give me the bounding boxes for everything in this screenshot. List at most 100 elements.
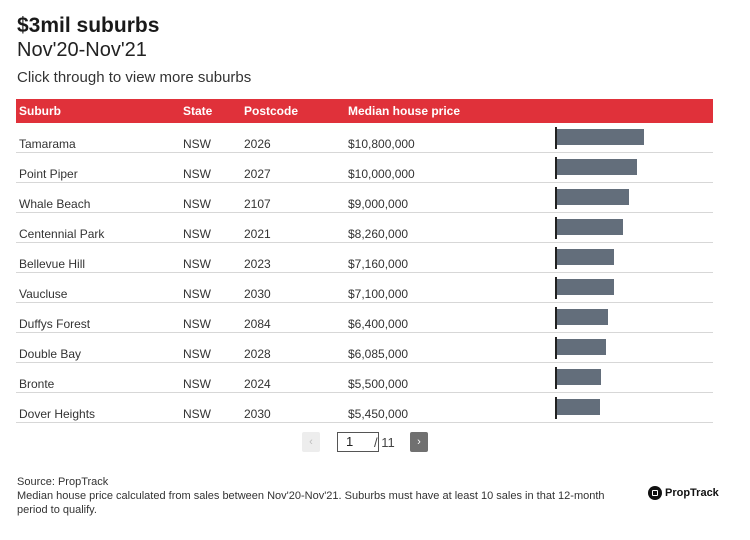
price-bar-cell	[555, 397, 705, 419]
median-price-cell: $10,800,000	[348, 137, 415, 151]
state-cell: NSW	[183, 347, 211, 361]
price-bar-cell	[555, 337, 705, 359]
suburb-cell: Whale Beach	[19, 197, 91, 211]
pagination: ‹ 1 / 11 ›	[0, 432, 750, 454]
previous-page-button[interactable]: ‹	[302, 432, 320, 452]
suburb-table: Suburb State Postcode Median house price…	[16, 99, 713, 423]
suburb-cell: Tamarama	[19, 137, 76, 151]
bar-baseline	[555, 337, 557, 359]
suburb-cell: Point Piper	[19, 167, 78, 181]
postcode-cell: 2084	[244, 317, 271, 331]
state-cell: NSW	[183, 227, 211, 241]
table-row: Point Piper NSW 2027 $10,000,000	[16, 153, 713, 183]
table-row: Vaucluse NSW 2030 $7,100,000	[16, 273, 713, 303]
median-price-cell: $6,400,000	[348, 317, 409, 331]
chart-title: $3mil suburbs	[17, 14, 160, 37]
state-cell: NSW	[183, 287, 211, 301]
price-bar-cell	[555, 217, 705, 239]
median-price-cell: $6,085,000	[348, 347, 409, 361]
state-cell: NSW	[183, 407, 211, 421]
postcode-cell: 2023	[244, 257, 271, 271]
suburb-cell: Double Bay	[19, 347, 82, 361]
median-price-cell: $7,100,000	[348, 287, 409, 301]
median-price-cell: $9,000,000	[348, 197, 409, 211]
bar-baseline	[555, 277, 557, 299]
column-header-median-price[interactable]: Median house price	[348, 104, 461, 118]
bar-baseline	[555, 247, 557, 269]
price-bar	[556, 189, 629, 205]
price-bar-cell	[555, 127, 705, 149]
price-bar	[556, 219, 623, 235]
table-row: Centennial Park NSW 2021 $8,260,000	[16, 213, 713, 243]
proptrack-logo-text: PropTrack	[665, 487, 719, 499]
next-page-button[interactable]: ›	[410, 432, 428, 452]
chart-subtitle: Nov'20-Nov'21	[17, 39, 147, 61]
price-bar	[556, 339, 606, 355]
postcode-cell: 2021	[244, 227, 271, 241]
price-bar	[556, 249, 614, 265]
bar-baseline	[555, 367, 557, 389]
suburb-cell: Bronte	[19, 377, 55, 391]
methodology-note: Median house price calculated from sales…	[17, 490, 605, 516]
price-bar	[556, 279, 614, 295]
table-row: Tamarama NSW 2026 $10,800,000	[16, 123, 713, 153]
column-header-state[interactable]: State	[183, 104, 213, 118]
proptrack-logo: PropTrack	[648, 485, 719, 501]
bar-baseline	[555, 397, 557, 419]
state-cell: NSW	[183, 167, 211, 181]
proptrack-logo-icon	[648, 486, 662, 500]
median-price-cell: $10,000,000	[348, 167, 415, 181]
footer-notes: Source: PropTrack Median house price cal…	[17, 475, 627, 517]
postcode-cell: 2026	[244, 137, 271, 151]
postcode-cell: 2028	[244, 347, 271, 361]
median-price-cell: $5,450,000	[348, 407, 409, 421]
chart-description: Click through to view more suburbs	[17, 69, 252, 86]
state-cell: NSW	[183, 257, 211, 271]
source-text: Source: PropTrack	[17, 476, 109, 488]
column-header-suburb[interactable]: Suburb	[19, 104, 61, 118]
table-row: Double Bay NSW 2028 $6,085,000	[16, 333, 713, 363]
table-row: Bronte NSW 2024 $5,500,000	[16, 363, 713, 393]
table-row: Duffys Forest NSW 2084 $6,400,000	[16, 303, 713, 333]
median-price-cell: $5,500,000	[348, 377, 409, 391]
state-cell: NSW	[183, 377, 211, 391]
price-bar	[556, 369, 601, 385]
median-price-cell: $7,160,000	[348, 257, 409, 271]
table-row: Bellevue Hill NSW 2023 $7,160,000	[16, 243, 713, 273]
suburb-cell: Duffys Forest	[19, 317, 91, 331]
price-bar	[556, 129, 644, 145]
price-bar-cell	[555, 157, 705, 179]
page-total-label: / 11	[374, 435, 395, 450]
column-header-postcode[interactable]: Postcode	[244, 104, 299, 118]
state-cell: NSW	[183, 137, 211, 151]
bar-baseline	[555, 157, 557, 179]
price-bar	[556, 159, 637, 175]
price-bar-cell	[555, 367, 705, 389]
suburb-cell: Vaucluse	[19, 287, 68, 301]
price-bar	[556, 309, 608, 325]
price-bar-cell	[555, 247, 705, 269]
state-cell: NSW	[183, 317, 211, 331]
price-bar-cell	[555, 307, 705, 329]
postcode-cell: 2030	[244, 407, 271, 421]
suburb-cell: Centennial Park	[19, 227, 105, 241]
bar-baseline	[555, 127, 557, 149]
state-cell: NSW	[183, 197, 211, 211]
bar-baseline	[555, 187, 557, 209]
postcode-cell: 2027	[244, 167, 271, 181]
suburb-cell: Dover Heights	[19, 407, 96, 421]
table-body: Tamarama NSW 2026 $10,800,000 Point Piper NSW…	[16, 123, 713, 423]
price-bar	[556, 399, 600, 415]
postcode-cell: 2024	[244, 377, 271, 391]
postcode-cell: 2107	[244, 197, 271, 211]
table-row: Whale Beach NSW 2107 $9,000,000	[16, 183, 713, 213]
table-row: Dover Heights NSW 2030 $5,450,000	[16, 393, 713, 423]
suburb-cell: Bellevue Hill	[19, 257, 86, 271]
bar-baseline	[555, 307, 557, 329]
bar-baseline	[555, 217, 557, 239]
postcode-cell: 2030	[244, 287, 271, 301]
median-price-cell: $8,260,000	[348, 227, 409, 241]
page-number-input[interactable]: 1	[337, 432, 379, 452]
price-bar-cell	[555, 277, 705, 299]
table-header: Suburb State Postcode Median house price	[16, 99, 713, 123]
